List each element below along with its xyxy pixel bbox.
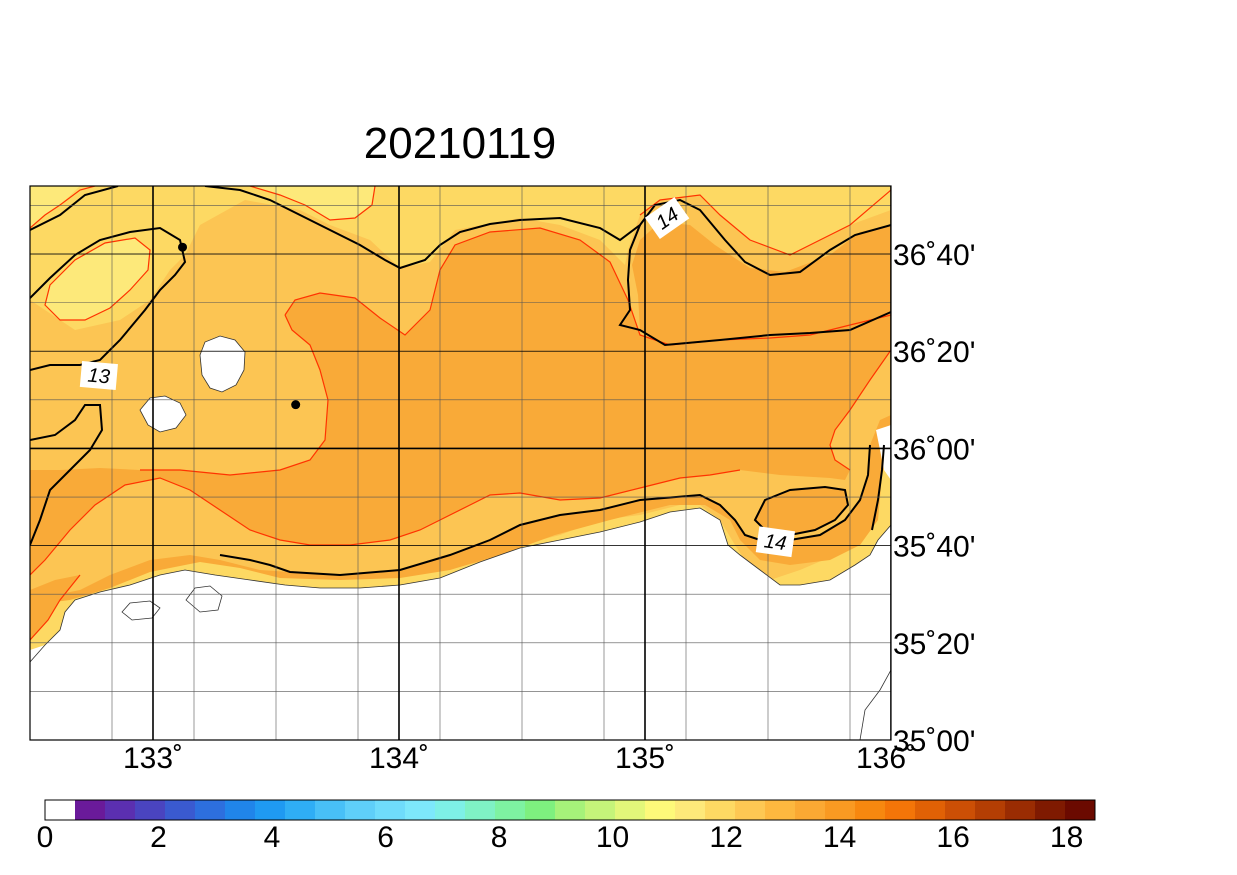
colorbar-segment [795, 800, 826, 820]
colorbar-segment [285, 800, 316, 820]
black-contours [30, 186, 891, 577]
contour-label: 13 [79, 361, 118, 391]
land-small-islet-1 [122, 601, 160, 620]
contour-label-background [79, 361, 118, 391]
marker-north [178, 242, 188, 252]
lat-label: 35˚20' [893, 628, 975, 661]
point-markers [178, 242, 301, 410]
colorbar-segment [975, 800, 1006, 820]
colorbar-segment [555, 800, 586, 820]
warm-core-northeast [632, 222, 891, 342]
lat-label: 36˚00' [893, 433, 975, 466]
warm-core-southeast [755, 487, 848, 535]
lat-label: 36˚40' [893, 239, 975, 272]
colorbar-tick-labels: 0 2 4 6 8 10 12 14 16 18 [37, 821, 1084, 854]
lat-label: 35˚40' [893, 531, 975, 564]
colorbar-tick-label: 18 [1050, 821, 1083, 854]
colorbar-tick-label: 4 [264, 821, 281, 854]
colorbar-segment [495, 800, 526, 820]
coastlines [30, 335, 891, 740]
colorbar-segment [135, 800, 166, 820]
longitude-labels: 133˚ 134˚ 135˚ 136˚ [123, 742, 916, 775]
land-small-islet-2 [186, 586, 222, 612]
contour-label-background [755, 526, 796, 558]
lon-label: 134˚ [369, 742, 429, 775]
contour-label-background [644, 197, 690, 240]
lon-label: 136˚ [856, 742, 916, 775]
contour-label-text: 14 [763, 530, 788, 555]
colorbar-tick-label: 2 [150, 821, 167, 854]
marker-oki [291, 400, 301, 410]
colorbar-segment [1005, 800, 1036, 820]
lat-label: 35˚00' [893, 725, 975, 758]
colorbar-tick-label: 16 [936, 821, 969, 854]
lon-label: 133˚ [123, 742, 183, 775]
land-dozen-islands [140, 396, 186, 432]
colorbar-segment [675, 800, 706, 820]
lon-label: 135˚ [615, 742, 675, 775]
land-dogo-island [200, 336, 245, 392]
map-frame [29, 185, 892, 741]
colorbar-tick-label: 8 [491, 821, 508, 854]
colorbar-segment [825, 800, 856, 820]
colorbar-segment [645, 800, 676, 820]
colorbar-segment [345, 800, 376, 820]
lat-label: 36˚20' [893, 336, 975, 369]
colorbar-segment [225, 800, 256, 820]
colorbar-segment [735, 800, 766, 820]
colorbar-tick-label: 10 [596, 821, 629, 854]
colorbar-segment [465, 800, 496, 820]
colorbar-tick-label: 14 [823, 821, 856, 854]
colorbar-segment [525, 800, 556, 820]
pale-patch-northwest-core [45, 238, 150, 320]
colorbar-segment [585, 800, 616, 820]
colorbar-segment [945, 800, 976, 820]
pale-patch-north [250, 186, 375, 220]
latitude-labels: 36˚40' 36˚20' 36˚00' 35˚40' 35˚20' 35˚00' [893, 239, 975, 758]
colorbar-segment [45, 800, 76, 820]
colorbar-segment [765, 800, 796, 820]
colorbar-segment [105, 800, 136, 820]
colorbar-segment [435, 800, 466, 820]
colorbar-segment [1065, 800, 1096, 820]
colorbar-segment [165, 800, 196, 820]
colorbar-segment [615, 800, 646, 820]
colorbar-segment [75, 800, 106, 820]
land-honshu [30, 508, 891, 740]
colorbar-segment [195, 800, 226, 820]
colorbar-tick-label: 0 [37, 821, 54, 854]
colorbar-tick-label: 12 [709, 821, 742, 854]
lat-lon-grid [30, 186, 891, 740]
colorbar-segment [915, 800, 946, 820]
colorbar-segment [705, 800, 736, 820]
contour-label: 14 [755, 526, 796, 558]
colorbar-segment [405, 800, 436, 820]
colorbar-segment [255, 800, 286, 820]
colorbar-segment [315, 800, 346, 820]
colorbar-segment [375, 800, 406, 820]
colorbar [44, 799, 1096, 821]
colorbar-segment [1035, 800, 1066, 820]
colorbar-frame [44, 799, 1096, 821]
contour-label-text: 13 [87, 365, 111, 389]
colorbar-segment [885, 800, 916, 820]
colorbar-segment [855, 800, 886, 820]
warm-core-central [30, 228, 891, 605]
pale-patch-northwest [30, 186, 80, 228]
colorbar-tick-label: 6 [377, 821, 394, 854]
map-title: 20210119 [364, 119, 557, 168]
